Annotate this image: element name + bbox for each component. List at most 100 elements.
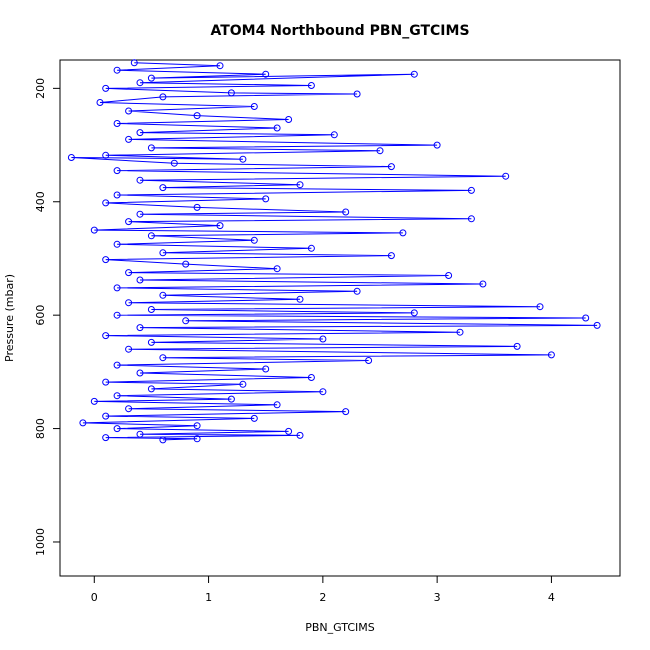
data-point	[342, 208, 350, 216]
data-point	[90, 226, 98, 234]
data-point	[445, 272, 453, 279]
x-tick-label: 1	[205, 591, 212, 604]
data-point	[136, 79, 144, 87]
data-point	[353, 287, 361, 295]
data-point	[365, 357, 373, 364]
data-point	[90, 397, 98, 405]
data-point	[125, 135, 133, 143]
y-axis-label: Pressure (mbar)	[3, 274, 16, 362]
data-point	[159, 249, 167, 257]
series-layer	[67, 59, 601, 444]
chart-title: ATOM4 Northbound PBN_GTCIMS	[210, 23, 469, 39]
y-tick-label: 1000	[34, 528, 47, 556]
data-point	[216, 222, 224, 230]
data-point	[113, 240, 121, 248]
data-point	[330, 131, 338, 139]
data-point	[193, 203, 201, 211]
data-point	[239, 155, 247, 163]
data-point	[513, 342, 521, 350]
data-point	[136, 176, 144, 184]
data-point	[159, 184, 167, 192]
data-point	[113, 311, 121, 319]
data-point	[387, 163, 395, 171]
data-point	[182, 317, 190, 325]
data-point	[102, 378, 110, 386]
data-point	[547, 351, 555, 359]
data-point	[159, 93, 167, 101]
data-point	[147, 144, 155, 152]
y-tick-label: 600	[34, 305, 47, 326]
x-tick-label: 0	[91, 591, 98, 604]
data-point	[147, 232, 155, 240]
data-point	[273, 265, 281, 273]
data-point	[136, 369, 144, 377]
data-point	[296, 181, 304, 189]
data-point	[262, 365, 270, 373]
data-point	[170, 159, 178, 167]
data-point	[296, 295, 304, 303]
y-tick-label: 400	[34, 191, 47, 212]
data-point	[159, 354, 167, 362]
data-point	[159, 436, 167, 444]
data-point	[136, 129, 144, 137]
y-tick-label: 800	[34, 418, 47, 439]
data-point	[159, 291, 167, 299]
data-point	[125, 345, 133, 353]
data-point	[125, 299, 133, 307]
data-point	[125, 405, 133, 413]
data-point	[353, 90, 361, 98]
data-point	[102, 256, 110, 264]
data-point	[399, 229, 407, 237]
data-point	[193, 422, 201, 430]
data-point	[227, 395, 235, 403]
data-point	[147, 306, 155, 313]
data-point	[250, 236, 258, 244]
data-point	[113, 66, 121, 74]
data-point	[479, 280, 487, 288]
data-point	[113, 191, 121, 199]
x-tick-label: 2	[319, 591, 326, 604]
data-point	[136, 324, 144, 332]
data-point	[147, 338, 155, 346]
data-point	[102, 84, 110, 92]
data-point	[285, 116, 293, 123]
data-point	[342, 408, 350, 416]
data-point	[262, 195, 270, 203]
data-point	[593, 321, 601, 329]
data-point	[102, 434, 110, 442]
data-point	[536, 303, 544, 311]
data-point	[410, 70, 418, 78]
data-point	[319, 388, 327, 396]
data-point	[307, 244, 315, 252]
data-point	[273, 401, 281, 409]
data-point	[193, 112, 201, 120]
data-point	[467, 186, 475, 194]
data-point	[467, 215, 475, 223]
data-point	[147, 385, 155, 393]
data-point	[113, 361, 121, 369]
x-axis: 0 1 2 3 4	[91, 575, 555, 604]
y-tick-label: 200	[34, 78, 47, 99]
data-point	[113, 284, 121, 292]
data-point	[456, 328, 464, 336]
data-point	[136, 430, 144, 438]
data-point	[182, 260, 190, 268]
data-point	[250, 414, 258, 422]
data-point	[387, 252, 395, 260]
data-point	[113, 392, 121, 400]
data-point	[239, 380, 247, 388]
data-point	[136, 276, 144, 284]
x-tick-label: 3	[434, 591, 441, 604]
data-point	[102, 412, 110, 420]
x-tick-label: 4	[548, 591, 555, 604]
data-point	[113, 425, 121, 433]
data-point	[125, 269, 133, 277]
data-point	[96, 99, 104, 106]
data-point	[250, 103, 258, 110]
data-point	[102, 199, 110, 207]
data-point	[273, 124, 281, 132]
data-point	[227, 89, 235, 97]
data-point	[262, 70, 270, 78]
data-point	[102, 151, 110, 159]
